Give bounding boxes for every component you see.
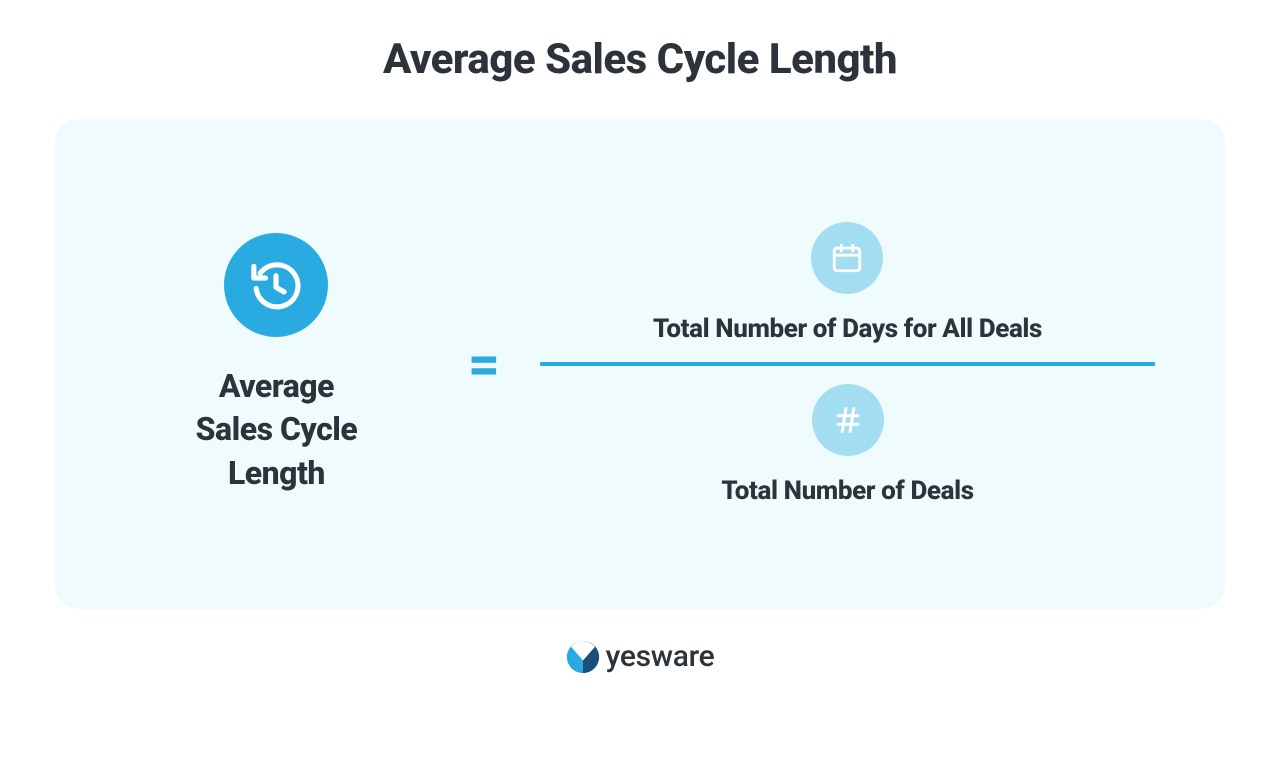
page-title: Average Sales Cycle Length [383,35,897,84]
calendar-icon [811,222,883,294]
formula-card: Average Sales Cycle Length = Total Numbe… [55,119,1225,609]
numerator-label: Total Number of Days for All Deals [653,314,1042,344]
yesware-logo-icon [566,640,600,674]
label-line3: Length [196,452,358,495]
rewind-clock-icon [224,233,328,337]
denominator-block: Total Number of Deals [721,366,973,524]
label-line1: Average [196,365,358,408]
equals-sign: = [468,331,500,397]
hash-icon [812,384,884,456]
label-line2: Sales Cycle [196,408,358,451]
brand-name: yesware [606,639,715,674]
numerator-block: Total Number of Days for All Deals [653,204,1042,362]
formula-result-block: Average Sales Cycle Length [145,233,408,495]
brand-footer: yesware [566,639,715,674]
denominator-label: Total Number of Deals [721,476,973,506]
formula-result-label: Average Sales Cycle Length [196,365,358,495]
formula-fraction: Total Number of Days for All Deals Total… [540,204,1155,524]
